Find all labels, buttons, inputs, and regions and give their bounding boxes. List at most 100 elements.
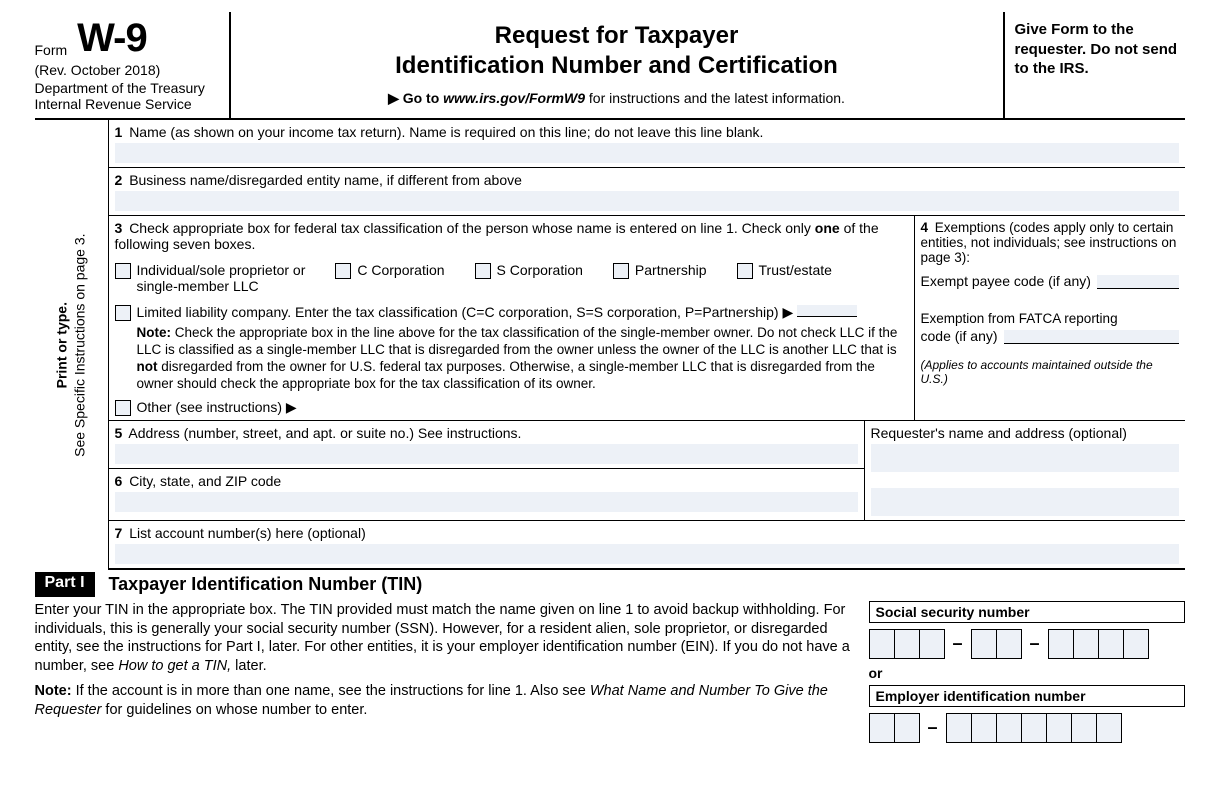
note-head: Note: — [137, 325, 172, 340]
form-label: Form — [35, 42, 68, 58]
checkbox-trust[interactable]: Trust/estate — [737, 262, 832, 294]
ein-box[interactable] — [1046, 713, 1072, 743]
header-left-block: Form W-9 (Rev. October 2018) Department … — [35, 12, 231, 118]
ssn-box[interactable] — [996, 629, 1022, 659]
line-6-label: City, state, and ZIP code — [129, 473, 281, 489]
ein-box[interactable] — [1096, 713, 1122, 743]
line-6-input[interactable] — [115, 492, 858, 512]
ssn-box[interactable] — [894, 629, 920, 659]
line-7-input[interactable] — [115, 544, 1179, 564]
opt-individual-b: single-member LLC — [137, 278, 259, 294]
llc-classification-input[interactable] — [797, 305, 857, 317]
dash-icon: – — [953, 633, 963, 654]
ein-box[interactable] — [1071, 713, 1097, 743]
ssn-box[interactable] — [919, 629, 945, 659]
checkbox-individual[interactable]: Individual/sole proprietor orsingle-memb… — [115, 262, 306, 294]
goto-url: www.irs.gov/FormW9 — [443, 90, 585, 106]
revision-date: (Rev. October 2018) — [35, 62, 223, 78]
requester-input-2[interactable] — [871, 488, 1179, 516]
dept-line-1: Department of the Treasury — [35, 80, 205, 96]
requester-label: Requester's name and address (optional) — [871, 425, 1127, 441]
line-7: 7 List account number(s) here (optional) — [109, 520, 1185, 570]
line-1: 1 Name (as shown on your income tax retu… — [109, 120, 1185, 168]
part-1-text: Enter your TIN in the appropriate box. T… — [35, 601, 851, 743]
give-form-notice: Give Form to the requester. Do not send … — [1005, 12, 1185, 118]
w9-form: Form W-9 (Rev. October 2018) Department … — [35, 12, 1185, 743]
line-1-num: 1 — [115, 124, 123, 140]
line-4: 4 Exemptions (codes apply only to certai… — [915, 216, 1185, 420]
ssn-box[interactable] — [1048, 629, 1074, 659]
ssn-box[interactable] — [1123, 629, 1149, 659]
line-7-num: 7 — [115, 525, 123, 541]
line-5-num: 5 — [115, 425, 123, 441]
line-7-label: List account number(s) here (optional) — [129, 525, 366, 541]
p1-para-b: later. — [231, 658, 266, 674]
exempt-payee-label: Exempt payee code (if any) — [921, 273, 1091, 289]
line-6: 6 City, state, and ZIP code — [109, 469, 864, 516]
line-2-input[interactable] — [115, 191, 1179, 211]
line-5-input[interactable] — [115, 444, 858, 464]
vtext-line-1: Print or type. — [54, 302, 70, 388]
line-1-label: Name (as shown on your income tax return… — [129, 124, 763, 140]
checkbox-s-corp[interactable]: S Corporation — [475, 262, 583, 294]
ein-box[interactable] — [869, 713, 895, 743]
opt-s-corp: S Corporation — [497, 262, 583, 278]
ein-label: Employer identification number — [869, 685, 1185, 707]
ssn-box[interactable] — [1098, 629, 1124, 659]
requester-input-1[interactable] — [871, 444, 1179, 472]
line-3: 3 Check appropriate box for federal tax … — [109, 216, 915, 420]
opt-partnership: Partnership — [635, 262, 707, 278]
line-4-label: Exemptions (codes apply only to certain … — [921, 220, 1177, 265]
note-b: disregarded from the owner for U.S. fede… — [137, 359, 875, 391]
p1-note-b: for guidelines on whose number to enter. — [101, 702, 367, 718]
agency-lines: Department of the Treasury Internal Reve… — [35, 80, 223, 112]
ssn-label: Social security number — [869, 601, 1185, 623]
p1-note-head: Note: — [35, 683, 72, 699]
line-1-input[interactable] — [115, 143, 1179, 163]
note-a: Check the appropriate box in the line ab… — [137, 325, 898, 357]
ein-box[interactable] — [946, 713, 972, 743]
title-line-1: Request for Taxpayer — [245, 22, 989, 50]
exempt-payee-input[interactable] — [1097, 275, 1179, 289]
ssn-boxes: – – — [869, 629, 1185, 659]
line-3-label-a: Check appropriate box for federal tax cl… — [129, 220, 815, 236]
part-1-title: Taxpayer Identification Number (TIN) — [95, 572, 423, 597]
ssn-box[interactable] — [869, 629, 895, 659]
tin-column: Social security number – – or Employer i… — [869, 601, 1185, 743]
dept-line-2: Internal Revenue Service — [35, 96, 192, 112]
fatca-applies-note: (Applies to accounts maintained outside … — [921, 358, 1179, 386]
checkbox-c-corp[interactable]: C Corporation — [335, 262, 444, 294]
dash-icon: – — [1030, 633, 1040, 654]
vertical-instruction: Print or type. See Specific Instructions… — [35, 120, 109, 570]
ssn-box[interactable] — [971, 629, 997, 659]
title-line-2: Identification Number and Certification — [245, 52, 989, 80]
part-1-header: Part I Taxpayer Identification Number (T… — [35, 572, 1185, 597]
line-6-num: 6 — [115, 473, 123, 489]
line-5-label: Address (number, street, and apt. or sui… — [128, 425, 521, 441]
ssn-ein-or: or — [869, 665, 1185, 681]
note-not: not — [137, 359, 158, 374]
ein-box[interactable] — [894, 713, 920, 743]
fatca-input[interactable] — [1004, 330, 1179, 344]
form-number: W-9 — [77, 18, 147, 58]
line-3-note: Note: Check the appropriate box in the l… — [115, 325, 908, 393]
opt-c-corp: C Corporation — [357, 262, 444, 278]
opt-llc: Limited liability company. Enter the tax… — [137, 304, 794, 320]
goto-prefix: ▶ Go to — [388, 90, 443, 106]
ssn-box[interactable] — [1073, 629, 1099, 659]
checkbox-partnership[interactable]: Partnership — [613, 262, 707, 294]
checkbox-llc[interactable]: Limited liability company. Enter the tax… — [115, 304, 908, 321]
fatca-label-b: code (if any) — [921, 328, 998, 344]
ein-box[interactable] — [971, 713, 997, 743]
ein-box[interactable] — [996, 713, 1022, 743]
ein-box[interactable] — [1021, 713, 1047, 743]
dash-icon: – — [928, 717, 938, 738]
opt-trust: Trust/estate — [759, 262, 832, 278]
line-5: 5 Address (number, street, and apt. or s… — [109, 421, 864, 469]
line-2-num: 2 — [115, 172, 123, 188]
line-2-label: Business name/disregarded entity name, i… — [129, 172, 522, 188]
checkbox-other[interactable]: Other (see instructions) ▶ — [115, 399, 908, 416]
line-2: 2 Business name/disregarded entity name,… — [109, 168, 1185, 216]
line-3-num: 3 — [115, 220, 123, 236]
vtext-line-2: See Specific Instructions on page 3. — [72, 233, 88, 456]
